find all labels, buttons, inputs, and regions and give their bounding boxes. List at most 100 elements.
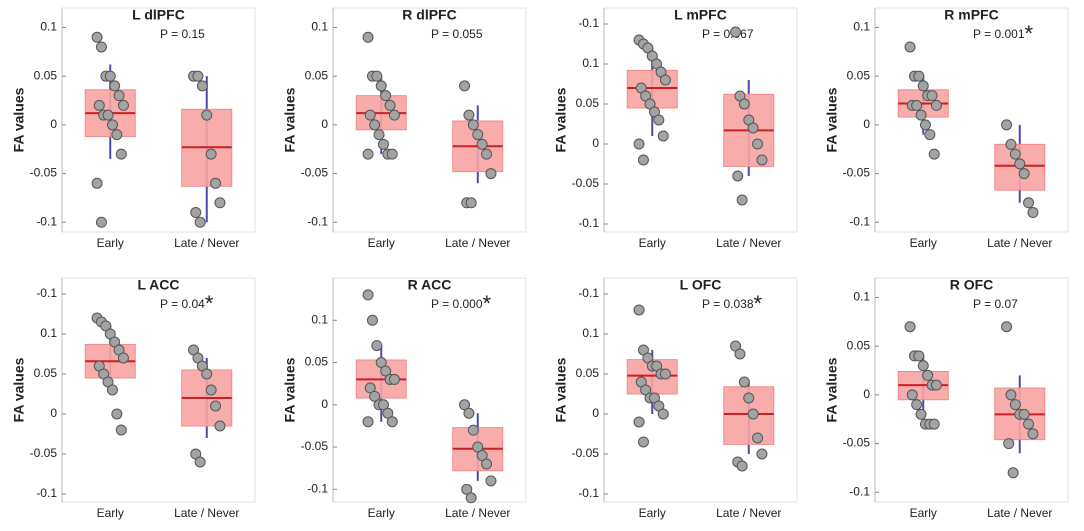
y-tick-label: 0.1: [582, 326, 599, 340]
x-tick-label: Early: [910, 236, 937, 250]
y-tick-label: 0.05: [847, 338, 871, 352]
data-point: [1023, 418, 1035, 430]
data-point: [382, 407, 394, 419]
data-point: [756, 448, 768, 460]
data-point: [201, 368, 213, 380]
data-point: [461, 483, 473, 495]
y-tick-label: 0.05: [847, 68, 871, 82]
y-tick-label: 0: [863, 117, 870, 131]
y-tick-label: 0.05: [34, 366, 58, 380]
data-point: [210, 400, 222, 412]
data-point: [472, 441, 484, 453]
y-tick-label: -0.05: [30, 446, 58, 460]
panel: -0.1 -0.05 0 0.05 0.1 FA values R dlPFC P = 0.0…: [282, 7, 527, 250]
data-point: [366, 314, 378, 326]
data-point: [1009, 148, 1021, 160]
x-tick-label: Late / Never: [716, 236, 781, 250]
data-point: [476, 450, 488, 462]
panel: -0.1 -0.05 0 0.05 0.1 FA values R ACC P = 0.000…: [282, 277, 527, 520]
data-point: [371, 70, 383, 82]
panel-title: L ACC: [138, 277, 180, 293]
y-tick-label: -0.1: [307, 481, 328, 495]
data-point: [364, 382, 376, 394]
data-point: [633, 304, 645, 316]
panel-title: L dlPFC: [132, 7, 185, 23]
panel: -0.1 -0.05 0 0.05 0.1 FA values L dlPFC P = 0.1…: [11, 7, 256, 250]
y-axis-label: FA values: [824, 87, 840, 152]
data-point: [386, 148, 398, 160]
plot-frame: [874, 7, 1069, 233]
p-value: P = 0.000: [431, 297, 483, 311]
data-point: [736, 194, 748, 206]
data-point: [95, 216, 107, 228]
data-point: [738, 376, 750, 388]
y-tick-label: -0.1: [578, 216, 599, 230]
data-point: [736, 460, 748, 472]
data-point: [485, 168, 497, 180]
data-point: [194, 216, 206, 228]
data-point: [743, 392, 755, 404]
data-point: [362, 289, 374, 301]
data-point: [93, 99, 105, 111]
data-point: [109, 80, 121, 92]
data-point: [386, 416, 398, 428]
y-tick-label: -0.1: [307, 214, 328, 228]
data-point: [380, 365, 392, 377]
x-tick-label: Late / Never: [174, 506, 239, 520]
data-point: [919, 119, 931, 131]
data-point: [734, 348, 746, 360]
data-point: [637, 154, 649, 166]
data-point: [1023, 197, 1035, 209]
panel-title: R mPFC: [944, 7, 998, 23]
y-tick-label: -0.05: [843, 166, 871, 180]
data-point: [210, 177, 222, 189]
y-tick-label: -0.1: [36, 286, 57, 300]
data-point: [738, 98, 750, 110]
significance-marker: *: [1025, 21, 1034, 46]
data-point: [917, 80, 929, 92]
y-tick-label: 0.1: [853, 290, 870, 304]
data-point: [117, 352, 129, 364]
data-point: [752, 138, 764, 150]
p-value: P = 0.067: [702, 27, 754, 41]
data-point: [1001, 321, 1013, 333]
data-point: [467, 424, 479, 436]
data-point: [747, 408, 759, 420]
data-point: [1018, 408, 1030, 420]
y-tick-label: -0.1: [36, 486, 57, 500]
significance-marker: *: [483, 291, 492, 316]
data-point: [657, 408, 669, 420]
data-point: [102, 109, 114, 121]
data-point: [104, 70, 116, 82]
y-tick-label: 0: [50, 406, 57, 420]
data-point: [190, 207, 202, 219]
data-point: [1005, 138, 1017, 150]
x-tick-label: Late / Never: [987, 236, 1052, 250]
data-point: [657, 130, 669, 142]
data-point: [362, 31, 374, 43]
data-point: [633, 416, 645, 428]
y-tick-label: 0: [321, 397, 328, 411]
y-tick-label: 0.1: [582, 56, 599, 70]
y-tick-label: 0: [50, 117, 57, 131]
y-tick-label: 0.1: [40, 326, 57, 340]
panel-title: R OFC: [950, 277, 994, 293]
data-point: [481, 458, 493, 470]
data-point: [917, 360, 929, 372]
data-point: [214, 420, 226, 432]
x-tick-label: Early: [368, 506, 395, 520]
data-point: [113, 90, 125, 102]
x-tick-label: Late / Never: [987, 506, 1052, 520]
data-point: [476, 138, 488, 150]
y-tick-label: 0: [592, 136, 599, 150]
data-point: [115, 148, 127, 160]
data-point: [904, 41, 916, 53]
data-point: [115, 424, 127, 436]
data-point: [1001, 119, 1013, 131]
data-point: [928, 418, 940, 430]
data-point: [472, 129, 484, 141]
data-point: [467, 119, 479, 131]
data-point: [384, 99, 396, 111]
data-point: [459, 80, 471, 92]
